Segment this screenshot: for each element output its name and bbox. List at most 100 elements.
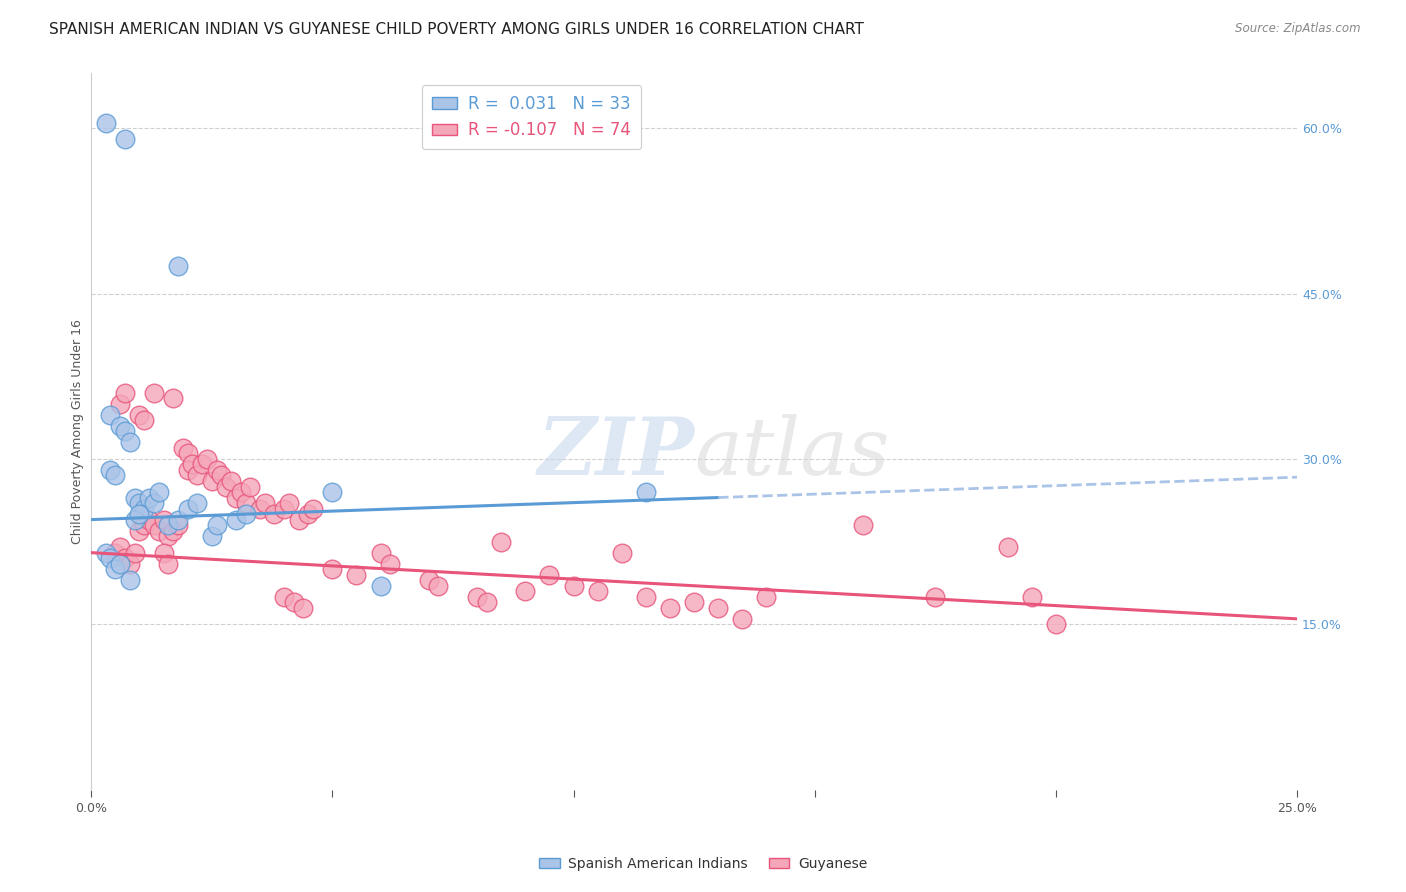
Point: [148, 485, 170, 500]
Point: [229, 485, 252, 500]
Point: [114, 425, 136, 439]
Point: [176, 501, 198, 516]
Point: [100, 463, 122, 477]
Point: [195, 452, 218, 467]
Point: [167, 518, 190, 533]
Point: [205, 518, 228, 533]
Point: [380, 557, 402, 571]
Point: [104, 468, 127, 483]
Point: [118, 435, 141, 450]
Point: [191, 458, 214, 472]
Point: [176, 446, 198, 460]
Point: [707, 600, 730, 615]
Point: [997, 540, 1019, 554]
Point: [134, 518, 156, 533]
Point: [167, 259, 190, 273]
Point: [209, 468, 232, 483]
Point: [94, 546, 117, 560]
Point: [128, 524, 150, 538]
Point: [172, 441, 194, 455]
Point: [128, 496, 150, 510]
Point: [1045, 617, 1067, 632]
Point: [138, 512, 160, 526]
Point: [249, 501, 271, 516]
Point: [273, 501, 295, 516]
Point: [94, 115, 117, 129]
Point: [114, 551, 136, 566]
Point: [201, 474, 224, 488]
Point: [924, 590, 946, 604]
Point: [225, 491, 247, 505]
Point: [302, 501, 325, 516]
Point: [124, 491, 146, 505]
Point: [235, 496, 257, 510]
Point: [152, 512, 174, 526]
Point: [142, 385, 165, 400]
Point: [157, 529, 180, 543]
Point: [152, 546, 174, 560]
Point: [634, 485, 657, 500]
Point: [108, 557, 131, 571]
Point: [465, 590, 488, 604]
Point: [321, 562, 343, 576]
Point: [108, 397, 131, 411]
Point: [427, 579, 450, 593]
Point: [118, 573, 141, 587]
Point: [278, 496, 301, 510]
Text: ZIP: ZIP: [537, 414, 695, 491]
Point: [297, 507, 319, 521]
Point: [1021, 590, 1043, 604]
Point: [186, 496, 208, 510]
Point: [292, 600, 315, 615]
Point: [157, 557, 180, 571]
Text: SPANISH AMERICAN INDIAN VS GUYANESE CHILD POVERTY AMONG GIRLS UNDER 16 CORRELATI: SPANISH AMERICAN INDIAN VS GUYANESE CHIL…: [49, 22, 865, 37]
Point: [225, 512, 247, 526]
Legend: R =  0.031   N = 33, R = -0.107   N = 74: R = 0.031 N = 33, R = -0.107 N = 74: [422, 85, 641, 149]
Point: [731, 612, 754, 626]
Point: [128, 408, 150, 422]
Point: [287, 512, 309, 526]
Point: [148, 524, 170, 538]
Point: [124, 546, 146, 560]
Point: [138, 491, 160, 505]
Y-axis label: Child Poverty Among Girls Under 16: Child Poverty Among Girls Under 16: [72, 319, 84, 544]
Point: [235, 507, 257, 521]
Point: [124, 512, 146, 526]
Point: [475, 595, 498, 609]
Point: [586, 584, 609, 599]
Point: [108, 418, 131, 433]
Point: [321, 485, 343, 500]
Point: [162, 392, 184, 406]
Point: [659, 600, 682, 615]
Point: [167, 512, 190, 526]
Point: [162, 524, 184, 538]
Point: [134, 413, 156, 427]
Point: [205, 463, 228, 477]
Point: [253, 496, 276, 510]
Point: [181, 458, 204, 472]
Point: [128, 507, 150, 521]
Point: [283, 595, 305, 609]
Point: [134, 501, 156, 516]
Legend: Spanish American Indians, Guyanese: Spanish American Indians, Guyanese: [533, 851, 873, 876]
Point: [219, 474, 242, 488]
Text: atlas: atlas: [695, 414, 890, 491]
Point: [273, 590, 295, 604]
Point: [176, 463, 198, 477]
Point: [370, 579, 392, 593]
Point: [239, 479, 262, 493]
Point: [634, 590, 657, 604]
Point: [157, 518, 180, 533]
Point: [515, 584, 537, 599]
Point: [100, 551, 122, 566]
Point: [418, 573, 440, 587]
Point: [118, 557, 141, 571]
Point: [852, 518, 875, 533]
Point: [562, 579, 585, 593]
Point: [142, 496, 165, 510]
Point: [489, 534, 512, 549]
Point: [114, 132, 136, 146]
Point: [370, 546, 392, 560]
Point: [263, 507, 285, 521]
Point: [142, 518, 165, 533]
